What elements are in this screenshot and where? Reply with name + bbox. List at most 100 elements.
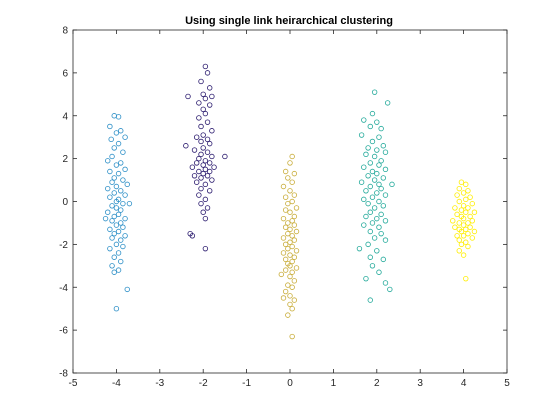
- data-point-s4-38: [380, 203, 387, 209]
- data-points: [102, 63, 478, 340]
- data-point-s2-26: [209, 153, 215, 160]
- data-point-s1-15: [107, 168, 113, 175]
- data-point-s5-35: [456, 237, 462, 243]
- data-point-s1-31: [126, 200, 133, 207]
- x-tick-label-4: -1: [242, 378, 251, 389]
- data-point-s2-34: [211, 164, 217, 170]
- data-point-s2-42: [209, 177, 215, 183]
- data-point-s4-21: [369, 168, 376, 175]
- x-tick-label-8: 3: [417, 378, 423, 389]
- data-point-s5-15: [463, 209, 469, 215]
- data-point-s5-29: [471, 228, 478, 235]
- chart-title: Using single link heirarchical clusterin…: [185, 15, 393, 27]
- data-point-s1-57: [111, 269, 117, 275]
- y-tick-label-7: 6: [62, 68, 68, 79]
- data-point-s4-52: [365, 241, 371, 248]
- data-point-s4-48: [367, 228, 373, 235]
- data-point-s5-41: [463, 275, 469, 282]
- data-point-s5-21: [469, 218, 475, 224]
- data-point-s5-27: [463, 226, 469, 233]
- data-point-s5-6: [467, 194, 473, 200]
- y-tick-label-1: -6: [59, 326, 68, 337]
- data-point-s3-41: [289, 269, 295, 275]
- data-point-s1-10: [109, 153, 115, 160]
- data-point-s2-11: [202, 110, 209, 117]
- y-tick-label-2: -4: [59, 283, 68, 294]
- data-point-s3-32: [280, 250, 287, 256]
- data-point-s3-47: [282, 288, 289, 295]
- data-point-s2-28: [222, 153, 228, 160]
- data-point-s5-9: [469, 200, 475, 207]
- data-point-s4-5: [367, 123, 373, 130]
- data-point-s1-14: [122, 166, 128, 173]
- data-point-s3-5: [289, 179, 295, 185]
- data-point-s5-1: [463, 181, 469, 188]
- data-point-s4-26: [358, 179, 365, 185]
- data-point-s4-7: [358, 132, 365, 138]
- data-point-s5-3: [465, 188, 471, 194]
- y-tick-label-4: 0: [62, 197, 68, 208]
- data-point-s1-11: [105, 158, 111, 164]
- data-point-s5-10: [460, 203, 467, 209]
- data-point-s2-35: [202, 166, 209, 173]
- data-point-s4-37: [365, 200, 371, 207]
- data-point-s4-1: [384, 100, 391, 106]
- data-point-s4-57: [369, 263, 376, 269]
- data-point-s3-28: [282, 241, 289, 248]
- data-point-s5-7: [463, 196, 469, 203]
- data-point-s3-23: [285, 230, 291, 237]
- data-point-s5-39: [456, 248, 462, 254]
- data-point-s1-22: [105, 185, 111, 192]
- data-point-s3-27: [287, 239, 293, 245]
- data-point-s2-17: [193, 134, 200, 140]
- x-tick-label-10: 5: [504, 378, 510, 389]
- data-point-s3-50: [280, 295, 287, 301]
- data-point-s4-60: [382, 280, 389, 286]
- data-point-s1-17: [111, 175, 117, 181]
- x-tick-label-7: 2: [374, 378, 380, 389]
- data-point-s1-21: [113, 183, 120, 190]
- data-point-s5-26: [467, 224, 473, 230]
- x-tick-label-1: -4: [112, 378, 121, 389]
- data-point-s3-39: [293, 265, 300, 271]
- data-point-s2-15: [209, 128, 215, 134]
- data-point-s4-9: [369, 138, 376, 145]
- data-point-s1-55: [109, 263, 115, 269]
- data-point-s1-35: [115, 211, 122, 218]
- data-point-s1-47: [109, 235, 115, 241]
- data-point-s2-54: [189, 233, 196, 239]
- data-point-s4-56: [380, 256, 387, 263]
- data-point-s4-30: [378, 185, 384, 192]
- data-point-s4-40: [367, 209, 373, 215]
- data-point-s1-54: [118, 258, 124, 265]
- data-point-s4-6: [378, 125, 384, 132]
- data-point-s1-1: [115, 114, 122, 120]
- data-point-s1-26: [107, 194, 113, 200]
- data-point-s5-19: [460, 215, 467, 222]
- data-point-s2-6: [185, 93, 191, 100]
- data-point-s2-39: [191, 173, 198, 179]
- data-point-s3-51: [287, 301, 293, 308]
- data-point-s3-6: [280, 183, 287, 190]
- data-point-s5-23: [456, 220, 462, 226]
- data-point-s3-2: [282, 168, 289, 175]
- data-point-s4-0: [371, 89, 378, 95]
- data-point-s3-36: [289, 258, 295, 265]
- data-point-s2-55: [202, 245, 209, 252]
- x-tick-label-6: 1: [331, 378, 337, 389]
- data-point-s2-1: [204, 70, 211, 76]
- y-tick-label-8: 8: [62, 26, 68, 37]
- data-point-s1-49: [113, 241, 120, 248]
- data-point-s2-41: [198, 175, 204, 181]
- data-point-s3-34: [291, 254, 298, 260]
- data-point-s2-8: [196, 100, 202, 106]
- data-point-s3-52: [289, 305, 295, 312]
- data-point-s1-12: [118, 160, 124, 166]
- data-point-s4-44: [382, 218, 389, 224]
- data-point-s3-44: [291, 278, 298, 284]
- data-point-s2-50: [204, 205, 211, 211]
- data-point-s2-52: [202, 215, 209, 222]
- series-5: [450, 179, 478, 282]
- data-point-s1-4: [113, 130, 120, 136]
